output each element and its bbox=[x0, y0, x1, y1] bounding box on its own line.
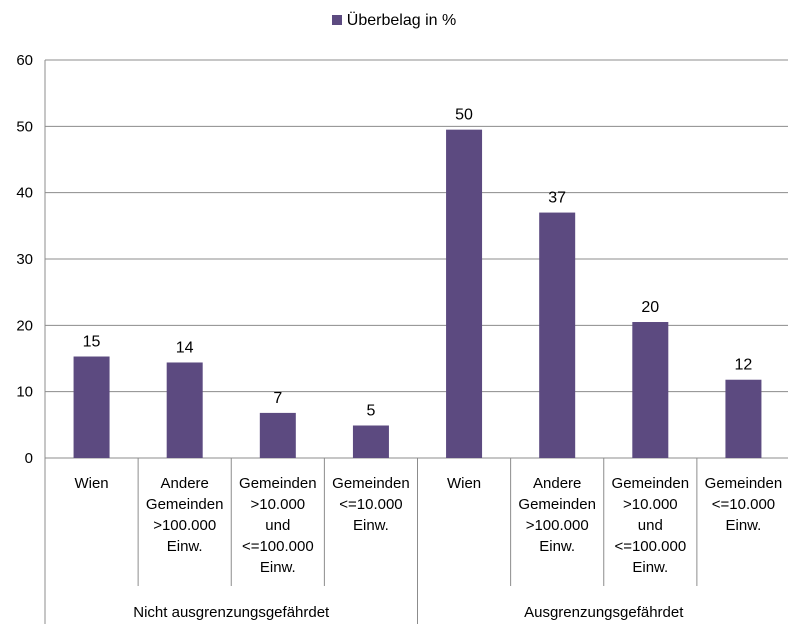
x-tick-label: <=10.000 bbox=[339, 496, 402, 513]
data-label: 50 bbox=[455, 107, 473, 124]
data-label: 12 bbox=[735, 357, 753, 374]
legend: Überbelag in % bbox=[0, 12, 788, 30]
x-tick-label: <=100.000 bbox=[242, 538, 314, 555]
x-tick-label: und bbox=[638, 517, 663, 534]
x-tick-label: Einw. bbox=[539, 538, 575, 555]
bar bbox=[352, 425, 389, 458]
bar bbox=[259, 412, 296, 458]
y-tick-label: 60 bbox=[16, 52, 33, 69]
x-tick-label: >10.000 bbox=[250, 496, 305, 513]
y-tick-label: 40 bbox=[16, 185, 33, 202]
y-tick-label: 0 bbox=[25, 450, 33, 467]
bar bbox=[539, 212, 576, 458]
x-tick-label: Einw. bbox=[167, 538, 203, 555]
x-tick-label: Einw. bbox=[632, 559, 668, 576]
x-tick-label: Andere bbox=[161, 475, 209, 492]
x-tick-label: Gemeinden bbox=[332, 475, 410, 492]
y-tick-label: 20 bbox=[16, 317, 33, 334]
x-tick-label: Gemeinden bbox=[612, 475, 690, 492]
x-tick-label: Gemeinden bbox=[518, 496, 596, 513]
x-tick-label: Gemeinden bbox=[146, 496, 224, 513]
x-tick-label: Einw. bbox=[353, 517, 389, 534]
y-tick-label: 50 bbox=[16, 118, 33, 135]
data-label: 37 bbox=[548, 190, 566, 207]
x-tick-label: Wien bbox=[74, 475, 108, 492]
x-tick-label: Einw. bbox=[726, 517, 762, 534]
x-tick-label: Gemeinden bbox=[705, 475, 783, 492]
legend-swatch bbox=[331, 14, 342, 25]
y-tick-label: 30 bbox=[16, 251, 33, 268]
x-tick-label: >10.000 bbox=[623, 496, 678, 513]
x-tick-label: Andere bbox=[533, 475, 581, 492]
bar bbox=[632, 322, 669, 458]
x-tick-label: und bbox=[265, 517, 290, 534]
bar bbox=[166, 362, 203, 458]
x-tick-label: Einw. bbox=[260, 559, 296, 576]
data-label: 20 bbox=[641, 299, 659, 316]
group-label: Ausgrenzungsgefährdet bbox=[524, 604, 684, 621]
group-label: Nicht ausgrenzungsgefährdet bbox=[133, 604, 330, 621]
legend-label: Überbelag in % bbox=[346, 12, 457, 29]
bar bbox=[725, 379, 762, 458]
bar bbox=[446, 129, 483, 458]
x-tick-label: >100.000 bbox=[526, 517, 589, 534]
x-tick-label: Wien bbox=[447, 475, 481, 492]
data-label: 7 bbox=[273, 390, 282, 407]
data-label: 15 bbox=[83, 334, 101, 351]
x-tick-label: <=10.000 bbox=[712, 496, 775, 513]
x-tick-label: Gemeinden bbox=[239, 475, 317, 492]
bar bbox=[73, 356, 110, 458]
x-tick-label: >100.000 bbox=[153, 517, 216, 534]
x-tick-label: <=100.000 bbox=[614, 538, 686, 555]
data-label: 14 bbox=[176, 339, 194, 356]
y-tick-label: 10 bbox=[16, 384, 33, 401]
data-label: 5 bbox=[366, 402, 375, 419]
